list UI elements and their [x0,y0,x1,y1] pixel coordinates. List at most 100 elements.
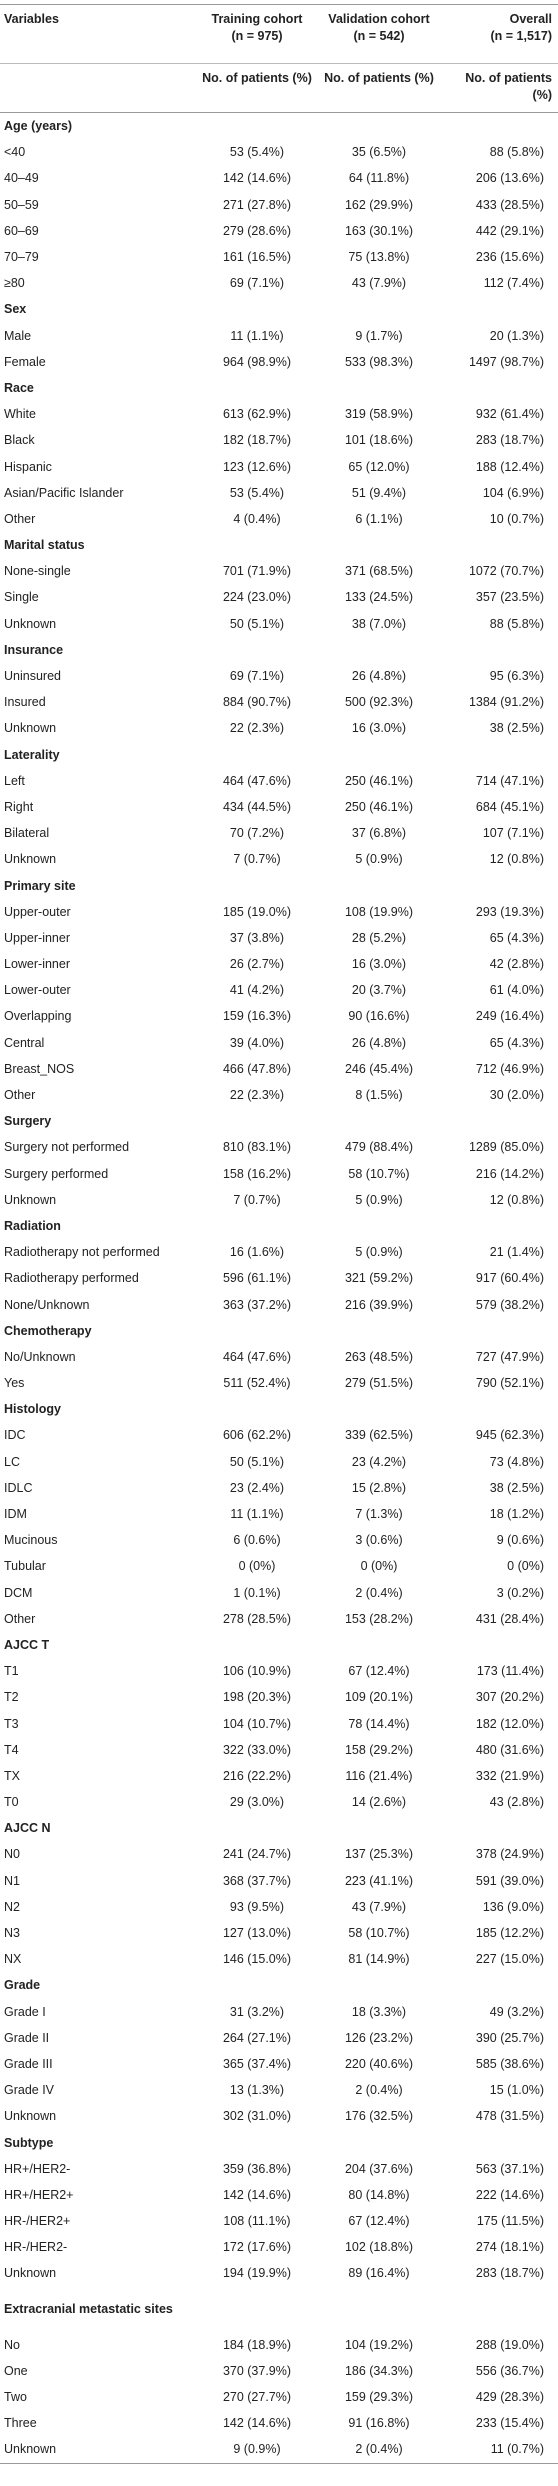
value-cell: 101 (18.6%) [344,433,414,448]
value-cell: 932 (61.4%) [475,407,544,422]
value-cell: 38 (2.5%) [489,721,544,736]
variable-cell: No/Unknown [4,1349,76,1364]
section-row: Primary site [0,872,558,898]
variable-cell: Unknown [4,2109,57,2124]
data-row: HR+/HER2+ 142 (14.6%) 80 (14.8%) 222 (14.6%… [0,2182,558,2208]
data-row: N0 241 (24.7%) 137 (25.3%) 378 (24.9%) [0,1841,558,1867]
value-cell: 194 (19.9%) [222,2266,292,2281]
value-cell: 173 (11.4%) [476,1664,544,1679]
value-cell: 579 (38.2%) [475,1297,544,1312]
value-cell: 95 (6.3%) [489,669,544,684]
value-cell: 127 (13.0%) [222,1926,292,1941]
value-cell: 479 (88.4%) [344,1140,414,1155]
header-cell: Variables [0,4,196,64]
data-row: No/Unknown 464 (47.6%) 263 (48.5%) 727 (47.… [0,1344,558,1370]
value-cell: 67 (12.4%) [348,2214,410,2229]
value-cell: 359 (36.8%) [222,2161,292,2176]
value-cell: 186 (34.3%) [344,2363,414,2378]
value-cell: 108 (11.1%) [223,2214,291,2229]
data-row: Radiotherapy performed 596 (61.1%) 321 (59… [0,1265,558,1291]
value-cell: 38 (2.5%) [489,1480,544,1495]
variable-cell: Unknown [4,852,57,867]
value-cell: 5 (0.9%) [355,1192,403,1207]
value-cell: 104 (19.2%) [344,2337,414,2352]
value-cell: 50 (5.1%) [229,616,285,631]
subheader-row: No. of patients (%) No. of patients (%) No… [0,63,558,113]
value-cell: 1289 (85.0%) [468,1140,544,1155]
value-cell: 15 (2.8%) [351,1480,407,1495]
value-cell: 511 (52.4%) [223,1376,291,1391]
value-cell: 7 (0.7%) [233,852,281,867]
value-cell: 61 (4.0%) [489,983,544,998]
section-title: Subtype [4,2135,54,2150]
value-cell: 16 (3.0%) [351,721,407,736]
column-n: (n = 542) [353,29,405,43]
value-cell: 283 (18.7%) [475,433,544,448]
value-cell: 478 (31.5%) [475,2109,544,2124]
value-cell: 370 (37.9%) [222,2363,292,2378]
data-row: Breast_NOS 466 (47.8%) 246 (45.4%) 712 (46.… [0,1056,558,1082]
variable-cell: Yes [4,1376,25,1391]
value-cell: 533 (98.3%) [344,354,414,369]
variable-cell: NX [4,1952,22,1967]
value-cell: 51 (9.4%) [351,485,407,500]
data-row: HR-/HER2- 172 (17.6%) 102 (18.8%) 274 (18.1… [0,2234,558,2260]
value-cell: 563 (37.1%) [475,2161,544,2176]
value-cell: 109 (20.1%) [344,1690,414,1705]
variable-cell: IDLC [4,1480,33,1495]
value-cell: 591 (39.0%) [475,1873,544,1888]
value-cell: 22 (2.3%) [229,721,285,736]
variable-cell: None-single [4,564,71,579]
data-row: T1 106 (10.9%) 67 (12.4%) 173 (11.4%) [0,1658,558,1684]
value-cell: 206 (13.6%) [475,171,544,186]
data-row: 40–49 142 (14.6%) 64 (11.8%) 206 (13.6%) [0,165,558,191]
value-cell: 136 (9.0%) [482,1899,544,1914]
value-cell: 241 (24.7%) [222,1847,292,1862]
variable-cell: Grade I [4,2004,46,2019]
value-cell: 102 (18.8%) [344,2240,414,2255]
data-row: NX 146 (15.0%) 81 (14.9%) 227 (15.0%) [0,1946,558,1972]
section-title: Radiation [4,1218,61,1233]
value-cell: 26 (4.8%) [351,669,407,684]
data-row: Male 11 (1.1%) 9 (1.7%) 20 (1.3%) [0,323,558,349]
variable-cell: Breast_NOS [4,1061,75,1076]
value-cell: 11 (1.1%) [230,1507,284,1522]
value-cell: 58 (10.7%) [348,1926,410,1941]
data-row: N2 93 (9.5%) 43 (7.9%) 136 (9.0%) [0,1894,558,1920]
value-cell: 613 (62.9%) [222,407,292,422]
data-row: Unknown 50 (5.1%) 38 (7.0%) 88 (5.8%) [0,611,558,637]
variable-cell: Mucinous [4,1533,58,1548]
variable-cell: Grade III [4,2056,53,2071]
value-cell: 368 (37.7%) [222,1873,292,1888]
value-cell: 3 (0.2%) [496,1585,544,1600]
variable-cell: HR+/HER2+ [4,2187,74,2202]
subheader-cell: No. of patients (%) [440,63,558,113]
data-row: None/Unknown 363 (37.2%) 216 (39.9%) 579 (3… [0,1291,558,1317]
section-row: AJCC N [0,1815,558,1841]
variable-cell: 40–49 [4,171,39,186]
value-cell: 1072 (70.7%) [468,564,544,579]
value-cell: 163 (30.1%) [344,223,414,238]
value-cell: 727 (47.9%) [475,1349,544,1364]
value-cell: 185 (12.2%) [475,1926,544,1941]
data-row: ≥80 69 (7.1%) 43 (7.9%) 112 (7.4%) [0,270,558,296]
value-cell: 89 (16.4%) [348,2266,410,2281]
section-row: Marital status [0,532,558,558]
section-row: Insurance [0,637,558,663]
section-title: AJCC N [4,1821,51,1836]
section-row: Grade [0,1972,558,1998]
section-title: Primary site [4,878,76,893]
data-row: Other 278 (28.5%) 153 (28.2%) 431 (28.4%) [0,1606,558,1632]
data-row: IDM 11 (1.1%) 7 (1.3%) 18 (1.2%) [0,1501,558,1527]
data-row: HR-/HER2+ 108 (11.1%) 67 (12.4%) 175 (11.5%… [0,2208,558,2234]
value-cell: 701 (71.9%) [222,564,292,579]
variable-cell: Radiotherapy performed [4,1271,139,1286]
variable-cell: Upper-outer [4,904,71,919]
value-cell: 5 (0.9%) [355,1245,403,1260]
value-cell: 2 (0.4%) [355,1585,403,1600]
value-cell: 263 (48.5%) [344,1349,414,1364]
value-cell: 363 (37.2%) [222,1297,292,1312]
value-cell: 442 (29.1%) [475,223,544,238]
value-cell: 12 (0.8%) [489,852,544,867]
value-cell: 112 (7.4%) [483,276,544,291]
